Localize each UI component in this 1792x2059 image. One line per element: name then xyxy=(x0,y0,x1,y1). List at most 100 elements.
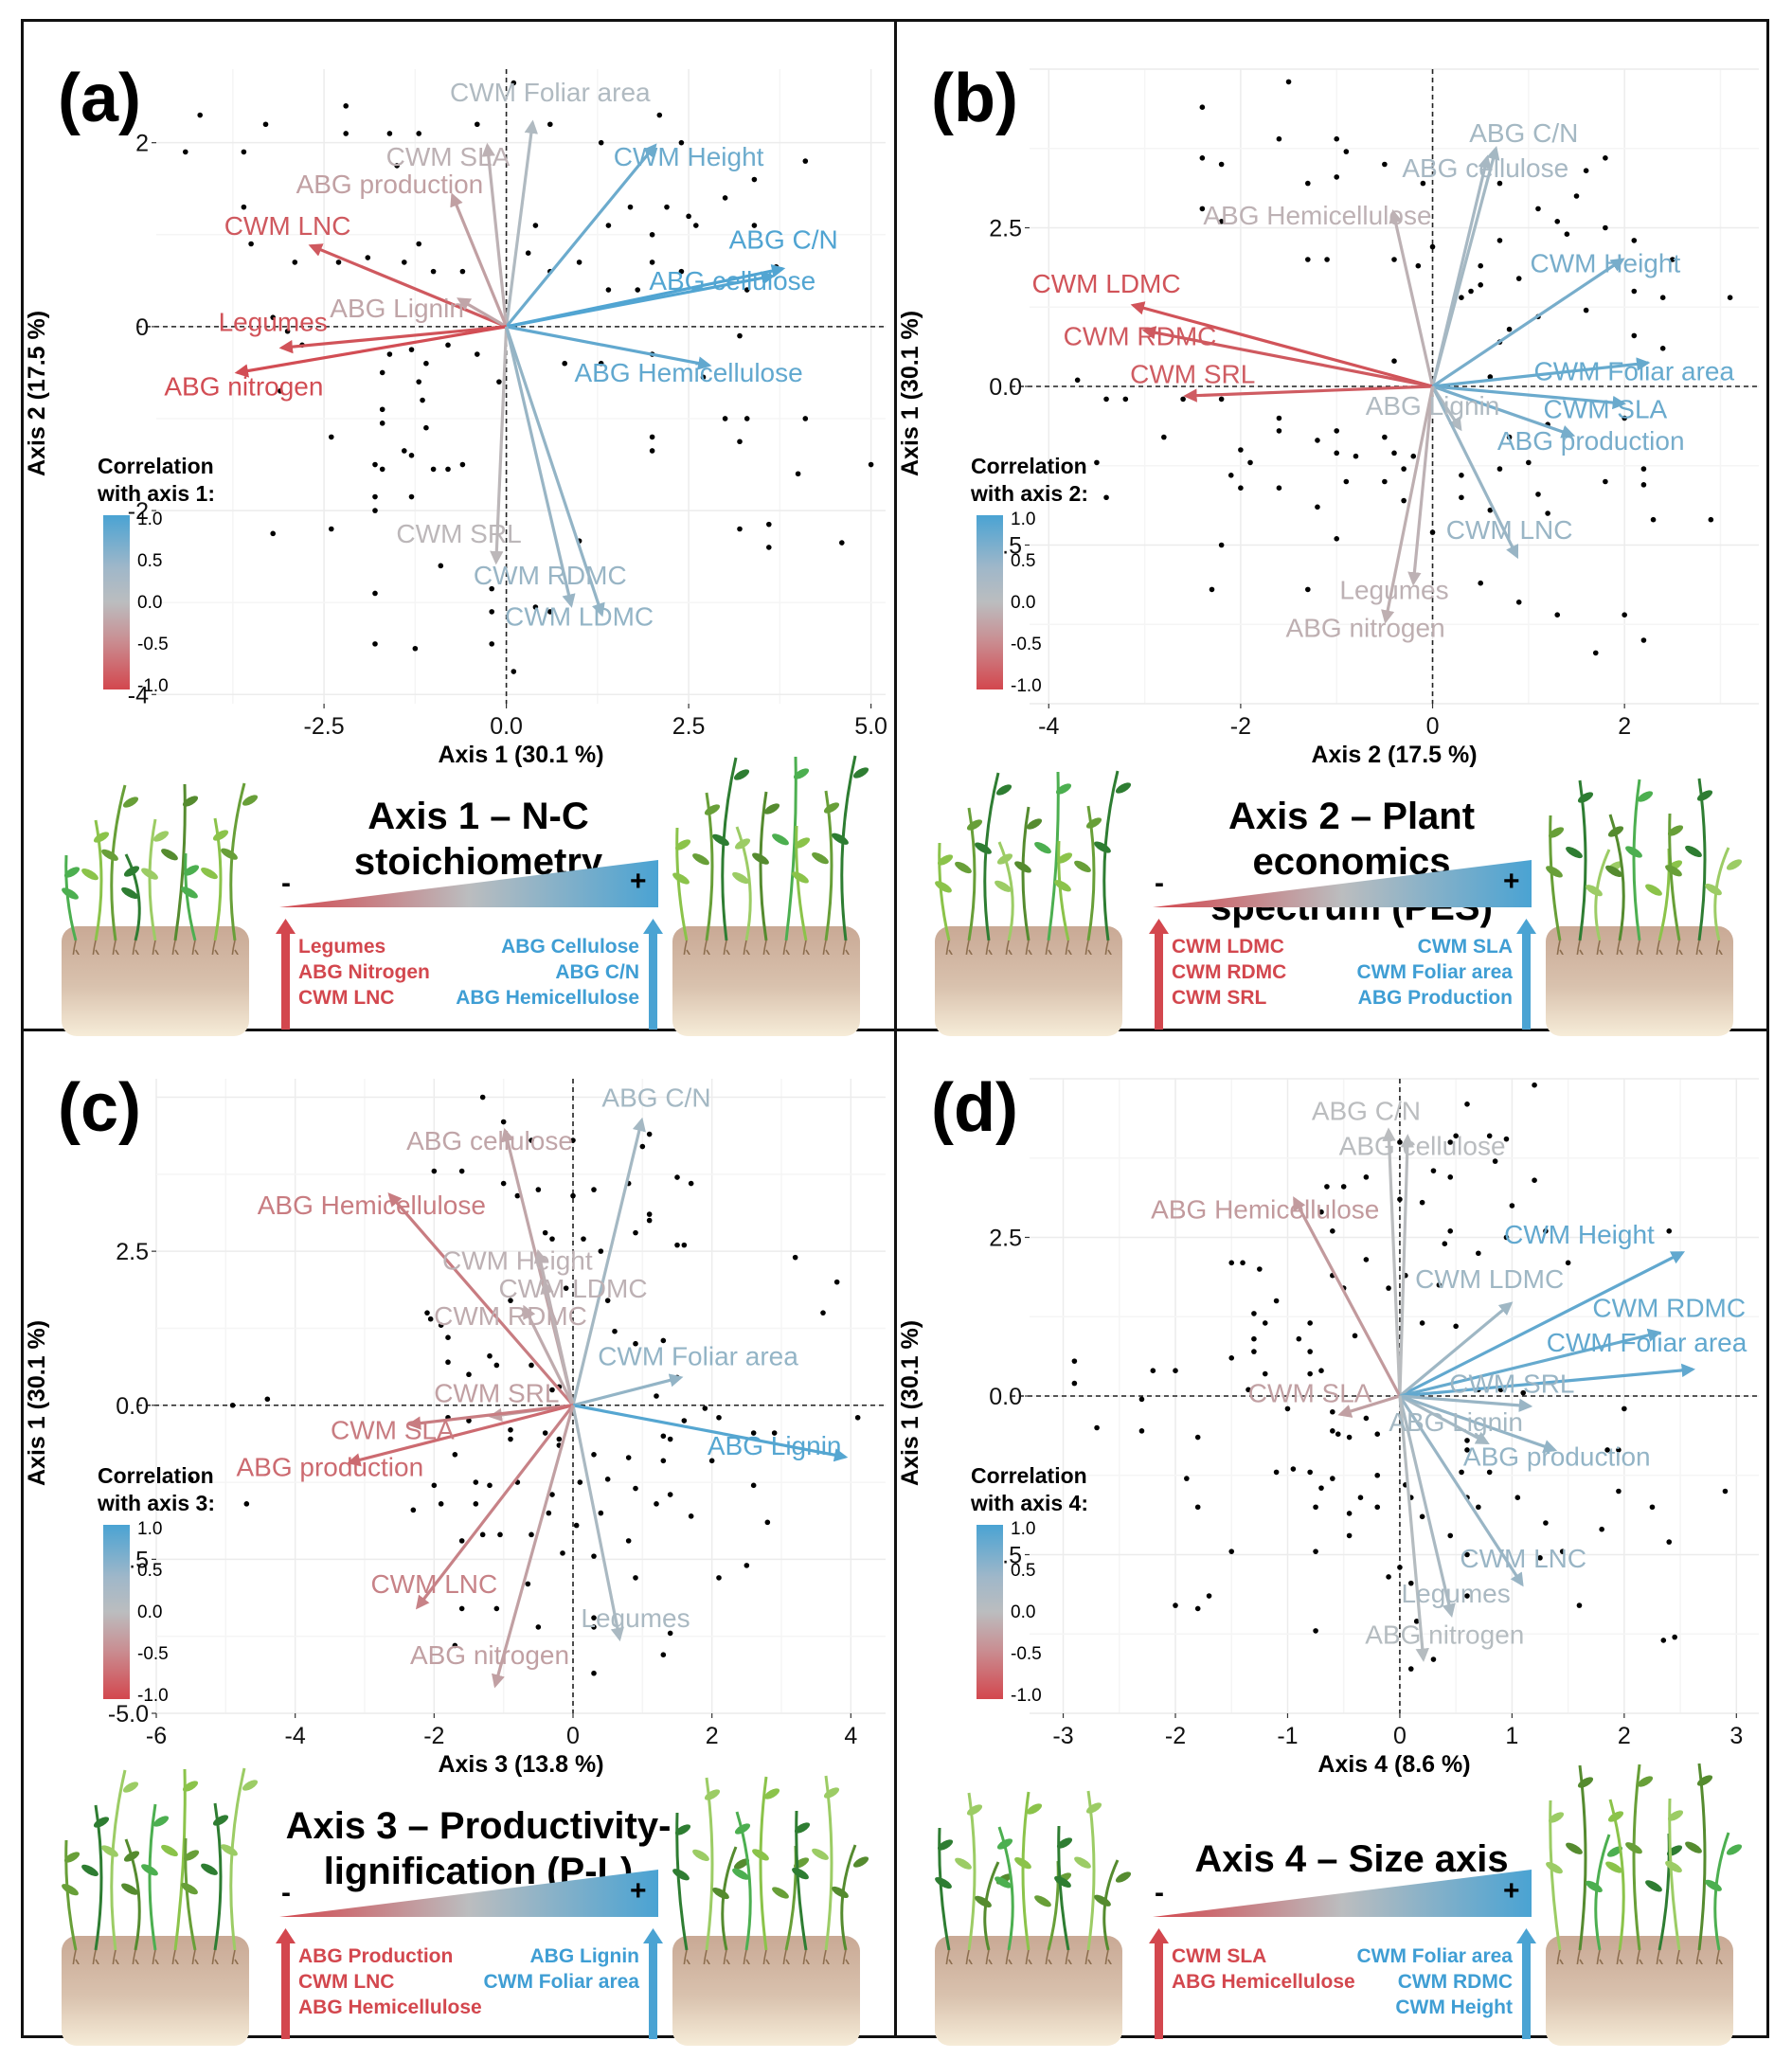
site-point xyxy=(243,1501,250,1507)
site-point xyxy=(1419,1513,1425,1520)
trait-arrow xyxy=(1398,1395,1524,1587)
site-point xyxy=(372,590,378,597)
site-point xyxy=(1509,1203,1515,1209)
site-point xyxy=(1318,1368,1324,1373)
site-point xyxy=(379,406,385,413)
legend-title: Correlation xyxy=(98,454,214,478)
negative-trait: CWM LNC xyxy=(298,1971,395,1993)
site-point xyxy=(649,231,655,238)
trait-arrow xyxy=(506,325,712,370)
trait-arrow xyxy=(1430,154,1492,387)
site-point xyxy=(430,268,437,275)
site-point xyxy=(792,1254,798,1261)
site-point xyxy=(693,223,699,228)
site-point xyxy=(576,260,582,265)
legend-colorbar xyxy=(977,515,1003,689)
negative-trait: ABG Production xyxy=(298,1945,454,1967)
site-point xyxy=(1672,1634,1677,1640)
site-point xyxy=(1545,510,1550,516)
site-point xyxy=(660,1458,667,1464)
site-point xyxy=(1228,1260,1235,1266)
trait-arrow xyxy=(1432,357,1651,388)
minus-sign: - xyxy=(281,1877,291,1908)
x-tick-label: 3 xyxy=(1729,1723,1743,1749)
site-point xyxy=(591,1624,597,1630)
site-point xyxy=(1603,478,1608,485)
x-tick-label: 5.0 xyxy=(854,713,887,740)
trait-arrow-label: ABG production xyxy=(1463,1442,1651,1472)
site-point xyxy=(452,1642,458,1649)
site-point xyxy=(416,241,422,247)
site-point xyxy=(802,158,809,164)
site-point xyxy=(1386,1285,1391,1291)
site-point xyxy=(1583,168,1589,173)
site-point xyxy=(1071,1358,1078,1364)
site-point xyxy=(1122,396,1129,403)
site-point xyxy=(1650,516,1657,523)
site-point xyxy=(1313,1549,1318,1554)
site-point xyxy=(1307,1370,1313,1377)
negative-trait: ABG Hemicellulose xyxy=(1172,1971,1355,1993)
site-point xyxy=(431,1168,438,1174)
site-point xyxy=(688,1180,694,1187)
site-point xyxy=(1468,288,1474,295)
site-point xyxy=(1352,1333,1358,1339)
site-point xyxy=(833,1279,840,1285)
site-point xyxy=(248,241,254,247)
site-point xyxy=(1343,478,1350,485)
site-point xyxy=(549,1492,555,1497)
site-point xyxy=(489,585,494,592)
site-point xyxy=(379,369,385,376)
site-point xyxy=(1262,1370,1268,1377)
site-point xyxy=(1305,257,1311,262)
trait-arrow xyxy=(492,1405,575,1689)
y-tick-label: 0 xyxy=(135,314,149,341)
site-point xyxy=(1315,438,1320,443)
site-point xyxy=(402,448,407,454)
site-point xyxy=(598,139,604,146)
trait-arrow xyxy=(1431,258,1625,388)
site-point xyxy=(532,604,539,610)
trait-arrow xyxy=(523,1304,575,1406)
trait-arrow-label: CWM SLA xyxy=(1248,1379,1372,1408)
site-point xyxy=(1238,485,1244,491)
trait-arrow xyxy=(1130,301,1433,388)
trait-arrow-label: CWM RDMC xyxy=(434,1301,587,1331)
site-point xyxy=(270,314,277,320)
trait-arrow-label: CWM LDMC xyxy=(1415,1264,1564,1294)
site-point xyxy=(1305,180,1311,187)
site-point xyxy=(229,1402,236,1408)
trait-arrow-label: CWM Height xyxy=(1531,248,1681,278)
site-point xyxy=(722,416,728,421)
negative-trait-list: CWM LDMC CWM RDMC CWM SRL xyxy=(1172,934,1286,1011)
site-point xyxy=(1487,507,1494,513)
scatter-points xyxy=(188,1094,861,1676)
trait-arrow-label: Legumes xyxy=(219,308,328,337)
site-point xyxy=(529,1362,534,1369)
legend-tick-label: 0.5 xyxy=(1011,551,1036,571)
site-point xyxy=(1670,257,1676,262)
site-point xyxy=(1391,358,1397,365)
site-point xyxy=(1631,288,1638,295)
site-point xyxy=(452,1451,458,1458)
plus-sign: + xyxy=(630,1875,647,1907)
legend-title: with axis 4: xyxy=(971,1491,1088,1515)
negative-trait: CWM LDMC xyxy=(1172,936,1284,958)
site-point xyxy=(1459,494,1464,501)
site-point xyxy=(1228,473,1234,478)
site-point xyxy=(1276,485,1282,491)
trait-arrow xyxy=(278,325,507,354)
site-point xyxy=(386,131,393,136)
trait-arrow-label: ABG C/N xyxy=(1469,118,1578,148)
site-point xyxy=(241,149,247,155)
legend-title: with axis 1: xyxy=(98,481,215,506)
site-point xyxy=(646,1217,653,1224)
site-point xyxy=(487,1482,493,1489)
site-point xyxy=(1413,1619,1420,1624)
site-point xyxy=(750,1430,757,1436)
negative-trait: CWM SLA xyxy=(1172,1945,1267,1967)
trait-arrow-label: CWM Foliar area xyxy=(1533,356,1734,385)
site-point xyxy=(408,347,415,352)
site-point xyxy=(1640,482,1647,488)
soil-block xyxy=(672,1936,860,2046)
